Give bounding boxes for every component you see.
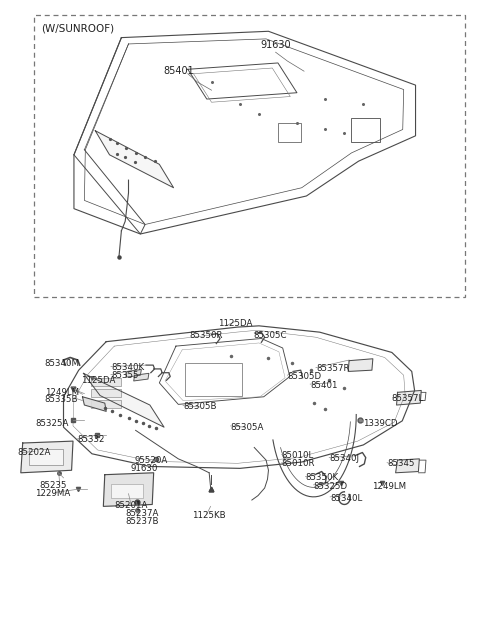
- Text: 1339CD: 1339CD: [363, 419, 398, 428]
- Text: 85305B: 85305B: [183, 403, 216, 412]
- Text: 1249LM: 1249LM: [45, 388, 79, 397]
- Text: 85401: 85401: [310, 381, 338, 390]
- Text: 85237A: 85237A: [125, 509, 158, 518]
- Text: 85235: 85235: [40, 481, 67, 490]
- Text: 85340M: 85340M: [45, 359, 80, 368]
- Bar: [91, 389, 121, 397]
- Text: 85350R: 85350R: [189, 331, 223, 340]
- Text: 1125DA: 1125DA: [81, 376, 115, 385]
- Polygon shape: [126, 369, 141, 377]
- Polygon shape: [96, 131, 174, 188]
- Text: 85305C: 85305C: [253, 331, 287, 340]
- Text: 1229MA: 1229MA: [35, 489, 70, 498]
- Text: 85355: 85355: [111, 371, 138, 380]
- Text: 85237B: 85237B: [125, 517, 159, 526]
- Text: 85340J: 85340J: [329, 454, 359, 463]
- Bar: [29, 449, 63, 465]
- Text: 85305A: 85305A: [230, 422, 264, 432]
- Text: 1249LM: 1249LM: [372, 482, 406, 491]
- Text: 85010R: 85010R: [282, 459, 315, 468]
- Text: 85357R: 85357R: [316, 364, 349, 373]
- Bar: [351, 118, 380, 142]
- Bar: [91, 378, 121, 386]
- Text: 91630: 91630: [260, 40, 291, 50]
- Polygon shape: [134, 373, 149, 381]
- Text: 85305D: 85305D: [288, 372, 322, 381]
- Text: 85202A: 85202A: [17, 448, 50, 457]
- Bar: [111, 484, 143, 498]
- Text: 85010L: 85010L: [282, 451, 314, 460]
- Polygon shape: [84, 373, 164, 427]
- Text: 85332: 85332: [78, 435, 105, 444]
- Text: 85201A: 85201A: [114, 500, 148, 509]
- Polygon shape: [396, 390, 421, 405]
- Text: 1125KB: 1125KB: [192, 511, 225, 520]
- Polygon shape: [348, 358, 373, 371]
- Text: 85350K: 85350K: [305, 473, 338, 482]
- Text: 85325A: 85325A: [35, 419, 69, 428]
- Bar: [185, 362, 242, 396]
- FancyBboxPatch shape: [34, 15, 466, 297]
- Text: 85340L: 85340L: [330, 494, 362, 503]
- Text: 85340K: 85340K: [111, 363, 144, 372]
- Bar: [91, 400, 121, 408]
- Polygon shape: [396, 459, 420, 473]
- Text: 85357L: 85357L: [392, 394, 424, 403]
- Text: 85335B: 85335B: [45, 396, 78, 404]
- Text: 85325D: 85325D: [313, 482, 348, 491]
- Text: (W/SUNROOF): (W/SUNROOF): [41, 23, 114, 33]
- Polygon shape: [83, 397, 106, 412]
- Text: 95520A: 95520A: [135, 456, 168, 465]
- Text: 85345: 85345: [387, 459, 415, 468]
- Polygon shape: [21, 441, 73, 473]
- Bar: [278, 123, 301, 142]
- Polygon shape: [103, 473, 154, 506]
- Text: 91630: 91630: [131, 464, 158, 473]
- Text: 85401: 85401: [163, 66, 194, 75]
- Text: 1125DA: 1125DA: [218, 320, 252, 328]
